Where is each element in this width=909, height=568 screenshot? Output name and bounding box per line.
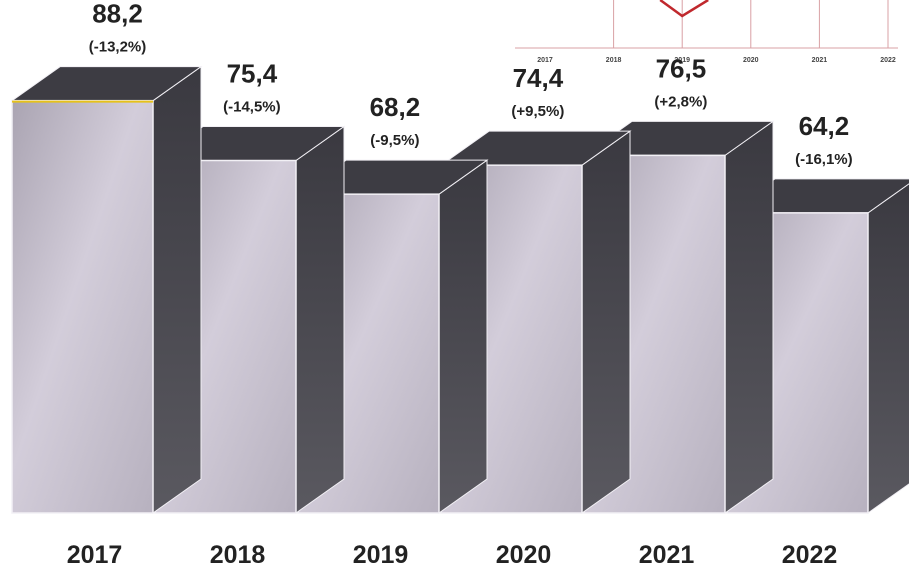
inset-tick-2017: 2017 [537, 57, 553, 64]
value-label-2019: 68,2 [370, 92, 421, 122]
bar-group [10, 65, 909, 514]
bar-front-2017 [11, 99, 154, 514]
category-label-2018: 2018 [210, 541, 266, 568]
category-label-2019: 2019 [353, 541, 409, 568]
value-label-2018: 75,4 [227, 59, 278, 89]
value-label-2022: 64,2 [799, 111, 850, 141]
bar-side-2019 [438, 159, 488, 514]
bar-side-2017 [152, 65, 202, 514]
bar-2020 [439, 130, 632, 514]
value-label-2021: 76,5 [656, 53, 707, 83]
bar-side-2021 [724, 120, 774, 514]
bar-side-2018 [295, 125, 345, 514]
inset-line-chart: 2017 2018 2019 2020 2021 2022 [515, 0, 898, 64]
change-label-2018: (-14,5%) [223, 99, 281, 116]
value-label-2020: 74,4 [513, 63, 564, 93]
inset-tick-2020: 2020 [743, 57, 759, 64]
inset-tick-2021: 2021 [812, 57, 828, 64]
change-label-2017: (-13,2%) [89, 39, 147, 56]
change-label-2022: (-16,1%) [795, 151, 853, 168]
change-label-2021: (+2,8%) [654, 93, 707, 110]
inset-tick-2019: 2019 [674, 57, 690, 64]
inset-line-series [659, 0, 709, 18]
inset-tick-2022: 2022 [880, 57, 896, 64]
bar-2017 [10, 65, 203, 514]
change-label-2019: (-9,5%) [370, 132, 419, 149]
value-label-2017: 88,2 [92, 0, 143, 29]
bar-side-2022 [867, 183, 909, 514]
category-label-2020: 2020 [496, 541, 552, 568]
inset-tick-2018: 2018 [606, 57, 622, 64]
bar-side-2020 [581, 130, 631, 514]
category-label-2017: 2017 [67, 541, 123, 568]
change-label-2020: (+9,5%) [511, 103, 564, 120]
category-label-2022: 2022 [782, 541, 838, 568]
label-group: 88,2 (-13,2%) 2017 75,4 (-14,5%) 2018 68,2 (-9,… [67, 0, 853, 568]
category-label-2021: 2021 [639, 541, 695, 568]
